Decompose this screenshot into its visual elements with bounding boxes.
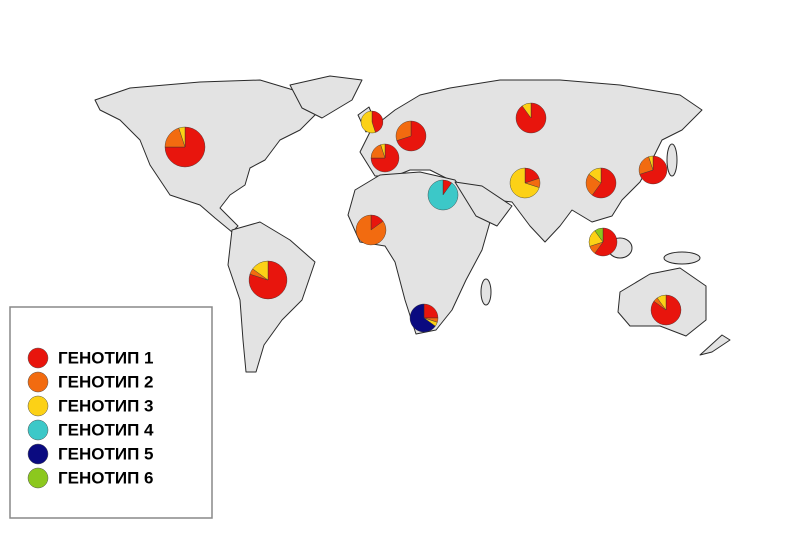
- pie: [638, 155, 668, 185]
- pie-slice: [370, 143, 400, 173]
- japan: [666, 143, 678, 177]
- pie: [395, 120, 427, 152]
- pie-slice: [509, 167, 540, 199]
- pie-slice: [355, 214, 387, 246]
- pie: [515, 102, 547, 134]
- madagascar: [480, 278, 492, 306]
- legend-label: ГЕНОТИП 5: [58, 444, 153, 463]
- pie-charts: [164, 102, 682, 333]
- pie-slice: [427, 179, 459, 211]
- new-zealand: [699, 334, 731, 356]
- legend-swatch: [27, 443, 49, 465]
- pie: [164, 126, 206, 168]
- pie-slice: [594, 227, 618, 257]
- greenland: [289, 75, 363, 119]
- new-guinea: [663, 251, 701, 265]
- pie-slice: [648, 155, 654, 171]
- africa: [347, 171, 493, 335]
- pie-slice: [371, 110, 384, 133]
- legend-swatch: [27, 347, 49, 369]
- pie: [650, 294, 682, 326]
- pie: [585, 167, 617, 199]
- legend-swatch: [27, 467, 49, 489]
- pie-slice: [409, 303, 436, 333]
- pie-slice: [588, 167, 602, 184]
- pie-slice: [521, 102, 532, 119]
- pie: [427, 179, 459, 211]
- arabia: [454, 181, 513, 227]
- legend: ГЕНОТИП 1 ГЕНОТИП 2 ГЕНОТИП 3 ГЕНОТИП 4 ГЕНО…: [27, 347, 154, 489]
- pie-slice: [164, 126, 206, 168]
- legend-label: ГЕНОТИП 2: [58, 372, 153, 391]
- pie: [355, 214, 387, 246]
- pie: [370, 143, 400, 173]
- legend-label: ГЕНОТИП 3: [58, 396, 153, 415]
- pie-slice: [360, 110, 376, 134]
- pie-slice: [380, 143, 386, 159]
- pie: [588, 227, 618, 257]
- pie: [409, 303, 439, 333]
- legend-swatch: [27, 419, 49, 441]
- pie-slice: [656, 294, 667, 311]
- legend-label: ГЕНОТИП 6: [58, 468, 153, 487]
- pie: [360, 110, 384, 134]
- legend-swatch: [27, 371, 49, 393]
- legend-label: ГЕНОТИП 4: [58, 420, 154, 439]
- pie-slice: [396, 120, 427, 152]
- pie-slice: [395, 120, 412, 141]
- pie-slice: [252, 260, 269, 281]
- pie-slice: [639, 155, 668, 185]
- legend-label: ГЕНОТИП 1: [58, 348, 153, 367]
- pie: [248, 260, 288, 300]
- pie-slice: [594, 227, 604, 243]
- legend-swatch: [27, 395, 49, 417]
- pie: [509, 167, 541, 199]
- pie-slice: [591, 167, 617, 199]
- pie-slice: [178, 126, 186, 148]
